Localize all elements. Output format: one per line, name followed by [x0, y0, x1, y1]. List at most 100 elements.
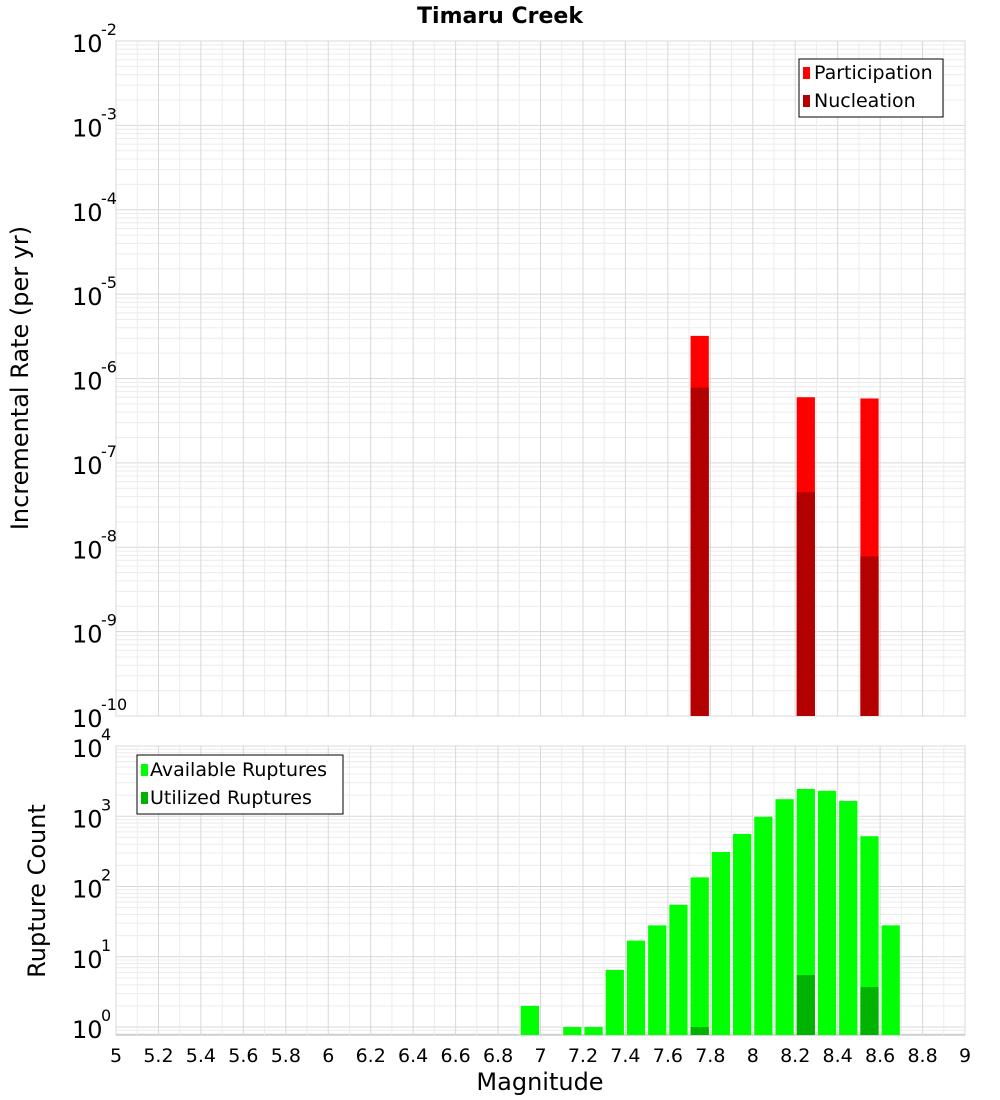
count-bar-available — [733, 833, 752, 1035]
magnitude-tick-label: 5.2 — [143, 1045, 173, 1067]
count-y-tick-base: 10 — [72, 946, 103, 974]
rate-y-tick: 10-5 — [72, 273, 117, 311]
count-y-tick: 104 — [72, 725, 111, 763]
count-y-tick: 100 — [72, 1006, 111, 1044]
rate-y-tick-base: 10 — [72, 368, 103, 396]
count-y-tick: 101 — [72, 936, 111, 974]
rate-y-tick-exponent: -6 — [101, 358, 117, 377]
count-bars — [520, 788, 900, 1035]
rate-bar-nucleation — [860, 556, 879, 716]
magnitude-tick-label: 5 — [110, 1045, 122, 1067]
count-legend: Available Ruptures Utilized Ruptures — [136, 754, 344, 815]
rate-y-tick-exponent: -8 — [101, 526, 117, 545]
count-bar-available — [626, 940, 646, 1035]
count-bar-available — [817, 790, 837, 1035]
magnitude-tick-label: 5.8 — [271, 1045, 301, 1067]
legend-label-available: Available Ruptures — [150, 759, 327, 781]
count-y-axis-label: Rupture Count — [23, 804, 51, 978]
magnitude-tick-label: 6 — [322, 1045, 334, 1067]
count-bar-available — [690, 877, 709, 1035]
legend-label-utilized: Utilized Ruptures — [150, 787, 312, 809]
count-y-tick-exponent: 4 — [101, 725, 111, 744]
magnitude-tick-label: 8.4 — [823, 1045, 853, 1067]
magnitude-axis-label: Magnitude — [476, 1068, 603, 1096]
legend-swatch-nucleation — [803, 95, 810, 107]
rate-y-tick-base: 10 — [72, 283, 103, 311]
count-bar-utilized — [690, 1027, 709, 1035]
count-bar-available — [584, 1027, 603, 1035]
magnitude-tick-label: 8.6 — [865, 1045, 895, 1067]
count-y-tick: 102 — [72, 866, 111, 904]
rate-y-tick-base: 10 — [72, 30, 103, 58]
magnitude-tick-label: 9 — [959, 1045, 971, 1067]
magnitude-tick-label: 8 — [747, 1045, 759, 1067]
rate-y-tick-base: 10 — [72, 621, 103, 649]
count-y-tick-base: 10 — [72, 805, 103, 833]
rate-y-tick-base: 10 — [72, 199, 103, 227]
rate-y-tick-exponent: -2 — [101, 20, 117, 39]
count-bar-utilized — [796, 975, 815, 1035]
rate-y-tick: 10-9 — [72, 611, 117, 649]
rate-grid — [115, 40, 966, 717]
rate-y-tick-exponent: -5 — [101, 273, 117, 292]
rate-y-tick-exponent: -3 — [101, 104, 117, 123]
rate-y-tick-base: 10 — [72, 536, 103, 564]
legend-label-nucleation: Nucleation — [814, 90, 916, 112]
magnitude-tick-label: 8.8 — [907, 1045, 937, 1067]
magnitude-tick-label: 7.6 — [653, 1045, 683, 1067]
magnitude-tick-labels: 5 5.2 5.4 5.6 5.8 6 6.2 6.4 6.6 6.8 7 7.2 7.4 7.6 7.8 8… — [110, 1045, 971, 1067]
count-bar-available — [605, 969, 624, 1035]
count-bar-available — [839, 800, 858, 1035]
magnitude-tick-label: 6.2 — [356, 1045, 386, 1067]
magnitude-tick-label: 7.8 — [695, 1045, 725, 1067]
magnitude-tick-label: 7.4 — [610, 1045, 640, 1067]
chart-title: Timaru Creek — [417, 4, 584, 29]
rate-bar-nucleation — [690, 387, 709, 716]
count-y-tick-base: 10 — [72, 876, 103, 904]
count-y-tick-base: 10 — [72, 735, 103, 763]
legend-label-participation: Participation — [814, 62, 933, 84]
rate-y-tick-base: 10 — [72, 114, 103, 142]
count-bar-utilized — [860, 987, 879, 1035]
count-y-tick-exponent: 3 — [101, 795, 111, 814]
rate-y-tick: 10-4 — [72, 189, 117, 227]
magnitude-tick-label: 5.4 — [186, 1045, 216, 1067]
rate-y-axis-label: Incremental Rate (per yr) — [6, 226, 34, 530]
count-bar-available — [775, 799, 794, 1035]
magnitude-tick-label: 6.8 — [483, 1045, 513, 1067]
magnitude-tick-label: 7 — [534, 1045, 546, 1067]
count-legend-box — [136, 754, 344, 815]
count-bar-available — [711, 851, 731, 1035]
rate-bar-nucleation — [796, 492, 815, 716]
rate-y-tick: 10-10 — [72, 695, 127, 733]
magnitude-tick-label: 8.2 — [780, 1045, 810, 1067]
count-y-tick-exponent: 1 — [101, 936, 111, 955]
rate-y-tick: 10-6 — [72, 358, 117, 396]
magnitude-tick-label: 6.4 — [398, 1045, 428, 1067]
legend-swatch-utilized — [141, 792, 148, 804]
rate-y-tick: 10-3 — [72, 104, 117, 142]
count-bar-available — [881, 925, 900, 1035]
rate-y-tick-exponent: -7 — [101, 442, 117, 461]
count-bar-available — [669, 904, 688, 1035]
rate-y-tick: 10-8 — [72, 526, 117, 564]
count-y-tick: 103 — [72, 795, 111, 833]
legend-swatch-available — [141, 764, 148, 776]
rate-y-tick-base: 10 — [72, 452, 103, 480]
rate-y-tick: 10-7 — [72, 442, 117, 480]
magnitude-tick-label: 7.2 — [568, 1045, 598, 1067]
rate-y-tick-exponent: -9 — [101, 611, 117, 630]
rate-legend-box — [798, 58, 944, 118]
rate-y-tick-exponent: -10 — [101, 695, 127, 714]
count-bar-available — [860, 836, 879, 1035]
count-bar-available — [520, 1005, 539, 1035]
magnitude-tick-label: 5.6 — [228, 1045, 258, 1067]
count-bar-available — [648, 925, 667, 1035]
rate-y-tick: 10-2 — [72, 20, 117, 58]
legend-swatch-participation — [803, 67, 810, 79]
rate-bars — [690, 335, 879, 716]
